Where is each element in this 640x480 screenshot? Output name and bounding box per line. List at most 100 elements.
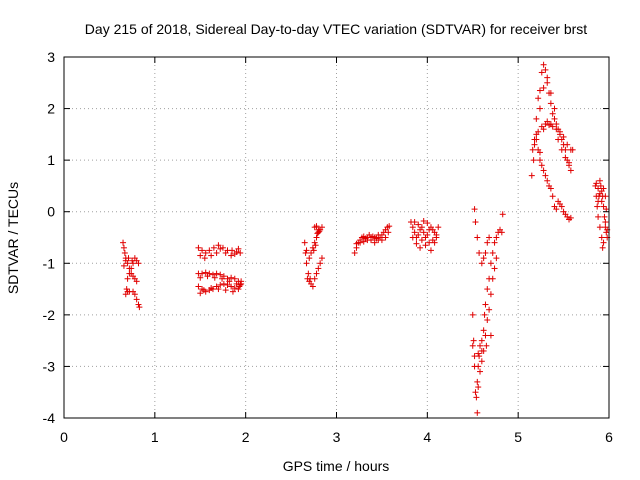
data-point [470, 337, 477, 344]
x-tick-label: 4 [423, 429, 431, 445]
data-point [435, 224, 442, 231]
data-point [422, 242, 429, 249]
data-point [598, 234, 605, 241]
data-point [601, 213, 608, 220]
data-point [222, 249, 229, 256]
data-point [217, 245, 224, 252]
data-point [547, 185, 554, 192]
data-point [595, 213, 602, 220]
data-point [318, 224, 325, 231]
data-point [499, 211, 506, 218]
data-point [228, 274, 235, 281]
data-point [305, 270, 312, 277]
data-point [411, 219, 418, 226]
data-point [315, 265, 322, 272]
data-point [135, 260, 142, 267]
data-point [529, 146, 536, 153]
data-point [480, 327, 487, 334]
data-point [478, 260, 485, 267]
data-point [603, 206, 610, 213]
data-point [592, 182, 599, 189]
data-points [120, 61, 611, 416]
data-point [474, 378, 481, 385]
data-point [302, 249, 309, 256]
data-point [303, 260, 310, 267]
data-point [306, 255, 313, 262]
data-point [199, 270, 206, 277]
data-point [426, 239, 433, 246]
data-point [124, 288, 131, 295]
data-point [309, 244, 316, 251]
data-point [125, 255, 132, 262]
data-point [600, 185, 607, 192]
y-tick-label: 2 [47, 101, 55, 117]
data-point [473, 394, 480, 401]
data-point [536, 87, 543, 94]
data-point [530, 157, 537, 164]
y-tick-labels: -4 -3 -2 -1 0 1 2 3 [43, 49, 56, 426]
data-point [357, 239, 364, 246]
data-point [480, 255, 487, 262]
data-point [204, 273, 211, 280]
data-point [560, 133, 567, 140]
data-point [472, 389, 479, 396]
grid-lines [64, 57, 609, 418]
data-point [219, 275, 226, 282]
data-point [595, 185, 602, 192]
data-point [475, 350, 482, 357]
y-tick-label: 1 [47, 152, 55, 168]
data-point [226, 278, 233, 285]
data-point [478, 358, 485, 365]
data-point [307, 275, 314, 282]
data-point [424, 220, 431, 227]
data-point [309, 283, 316, 290]
x-tick-label: 3 [333, 429, 341, 445]
data-point [536, 149, 543, 156]
data-point [208, 285, 215, 292]
data-point [382, 234, 389, 241]
data-point [415, 221, 422, 228]
data-point [378, 237, 385, 244]
data-point [411, 229, 418, 236]
data-point [360, 238, 367, 245]
data-point [136, 304, 143, 311]
y-tick-label: -2 [43, 307, 56, 323]
data-point [535, 95, 542, 102]
data-point [135, 301, 142, 308]
data-point [123, 286, 130, 293]
data-point [427, 247, 434, 254]
data-point [213, 270, 220, 277]
data-point [197, 274, 204, 281]
data-point [313, 223, 320, 230]
data-point [553, 206, 560, 213]
data-point [483, 342, 490, 349]
data-point [231, 285, 238, 292]
data-point [593, 180, 600, 187]
data-point [482, 332, 489, 339]
data-point [195, 283, 202, 290]
data-point [469, 311, 476, 318]
data-point [566, 159, 573, 166]
data-point [121, 249, 128, 256]
data-point [551, 115, 558, 122]
data-point [528, 172, 535, 179]
data-point [206, 247, 213, 254]
data-point [603, 229, 610, 236]
data-point [353, 240, 360, 247]
y-tick-label: -1 [43, 255, 56, 271]
x-tick-label: 0 [60, 429, 68, 445]
data-point [540, 61, 547, 68]
data-point [531, 141, 538, 148]
data-point [597, 182, 604, 189]
data-point [478, 337, 485, 344]
data-point [220, 280, 227, 287]
data-point [596, 190, 603, 197]
data-point [229, 247, 236, 254]
x-tick-label: 6 [605, 429, 613, 445]
axis-ticks [63, 56, 610, 419]
data-point [222, 287, 229, 294]
data-point [562, 154, 569, 161]
data-point [477, 368, 484, 375]
data-point [484, 286, 491, 293]
data-point [481, 311, 488, 318]
